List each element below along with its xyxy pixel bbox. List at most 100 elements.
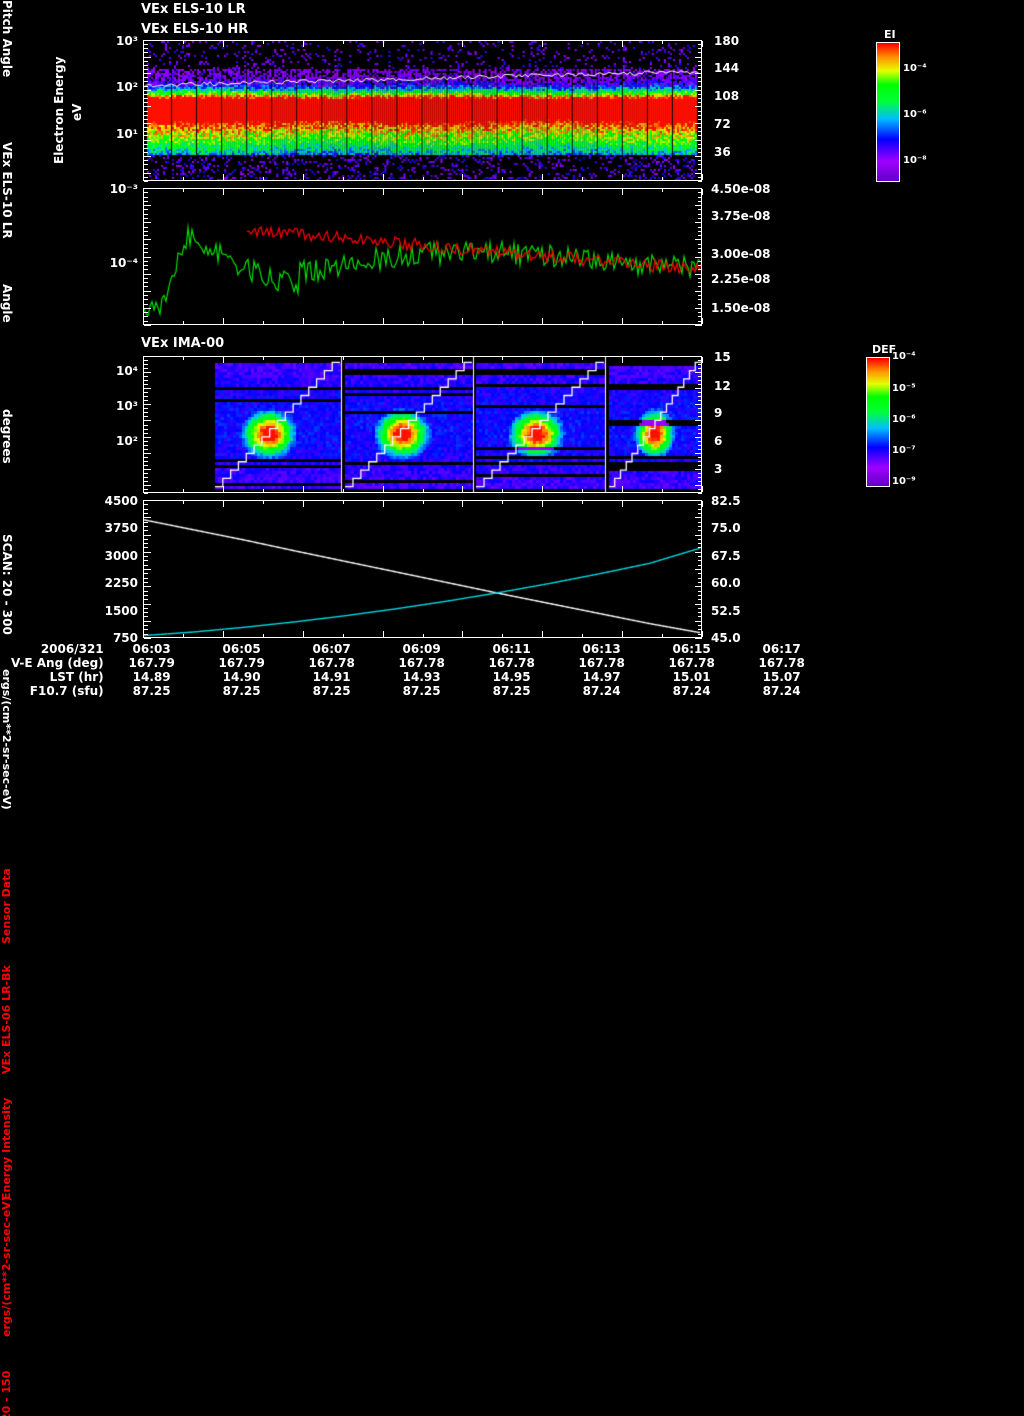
axis-tick [582, 634, 583, 637]
axis-tick [502, 489, 503, 492]
meta-ve-ang-2: 167.78 [308, 656, 355, 670]
meta-time-5: 06:13 [582, 642, 621, 656]
axis-tick [695, 205, 702, 206]
axis-tick [144, 453, 151, 454]
axis-tick [144, 156, 151, 157]
axis-tick [144, 177, 148, 178]
panel1-colorbar-tick-0: 10⁻⁴ [903, 63, 927, 74]
axis-tick [144, 265, 148, 266]
axis-tick [695, 638, 702, 639]
axis-tick [143, 189, 144, 195]
axis-tick [698, 368, 702, 369]
axis-tick [223, 357, 224, 363]
axis-tick [695, 586, 702, 587]
axis-tick [144, 164, 148, 165]
axis-tick [698, 214, 702, 215]
axis-tick [698, 625, 702, 626]
axis-tick [183, 189, 184, 192]
axis-tick [698, 295, 702, 296]
axis-tick [303, 486, 304, 492]
axis-tick [223, 318, 224, 324]
axis-tick [144, 148, 148, 149]
axis-tick [144, 469, 151, 470]
axis-tick [144, 433, 148, 434]
axis-tick [383, 357, 384, 363]
axis-tick [698, 408, 702, 409]
meta-time-7: 06:17 [762, 642, 801, 656]
panel3-colorbar-title: DEF [872, 343, 897, 356]
axis-tick [223, 501, 224, 507]
axis-tick [144, 408, 148, 409]
axis-tick [223, 189, 224, 195]
panel1-yunit-text: eV [70, 103, 84, 121]
axis-tick [698, 227, 702, 228]
axis-tick [698, 282, 702, 283]
axis-tick [144, 380, 148, 381]
axis-tick [698, 248, 702, 249]
axis-tick [622, 318, 623, 324]
meta-f107-4: 87.25 [492, 684, 531, 698]
axis-tick [698, 412, 702, 413]
axis-tick [702, 41, 703, 47]
axis-tick [698, 582, 702, 583]
axis-tick [698, 477, 702, 478]
axis-tick [144, 239, 151, 240]
axis-tick [144, 278, 148, 279]
axis-tick [698, 135, 702, 136]
axis-tick [462, 318, 463, 324]
meta-lst-6: 15.01 [672, 670, 711, 684]
axis-tick [698, 416, 702, 417]
axis-tick [502, 41, 503, 44]
panel3-spectrogram [144, 357, 701, 492]
axis-tick [582, 189, 583, 192]
axis-tick [662, 41, 663, 44]
panel1-right-label-0: Pitch Angle [0, 0, 14, 78]
axis-tick [662, 489, 663, 492]
axis-tick [698, 69, 702, 70]
meta-ve-ang-1: 167.79 [218, 656, 265, 670]
axis-tick [662, 634, 663, 637]
axis-tick [702, 357, 703, 363]
axis-tick [144, 248, 148, 249]
axis-tick [144, 591, 148, 592]
axis-tick [622, 174, 623, 180]
meta-time-2: 06:07 [312, 642, 351, 656]
axis-tick [695, 517, 702, 518]
axis-tick [698, 591, 702, 592]
panel2-rtick-1: 3.75e-08 [711, 209, 771, 223]
axis-tick [698, 364, 702, 365]
axis-tick [582, 177, 583, 180]
axis-tick [542, 501, 543, 507]
axis-tick [383, 501, 384, 507]
axis-tick [698, 144, 702, 145]
axis-tick [383, 41, 384, 47]
meta-time-0: 06:03 [132, 642, 171, 656]
axis-tick [144, 131, 148, 132]
meta-ve-ang-6: 167.78 [668, 656, 715, 670]
axis-tick [144, 586, 151, 587]
axis-tick [144, 356, 151, 357]
panel1-right-scan: SCAN: 20 - 300 [0, 534, 14, 635]
axis-tick [144, 445, 148, 446]
axis-tick [698, 316, 702, 317]
axis-tick [662, 501, 663, 504]
axis-tick [462, 357, 463, 363]
meta-label-lst: LST (hr) [49, 670, 104, 684]
panel1-rtick-3: 72 [714, 117, 731, 131]
axis-tick [263, 489, 264, 492]
axis-tick [702, 174, 703, 180]
axis-tick [622, 357, 623, 363]
axis-tick [144, 291, 151, 292]
axis-tick [695, 123, 702, 124]
axis-tick [343, 501, 344, 504]
meta-lst-2: 14.91 [312, 670, 351, 684]
panel2-ytick-1: 10⁻⁴ [109, 256, 138, 270]
axis-tick [144, 437, 151, 438]
axis-tick [462, 41, 463, 47]
axis-tick [144, 48, 148, 49]
axis-tick [144, 209, 148, 210]
axis-tick [144, 449, 148, 450]
panel1-colorbar [876, 42, 900, 182]
axis-tick [144, 169, 148, 170]
axis-tick [695, 222, 702, 223]
